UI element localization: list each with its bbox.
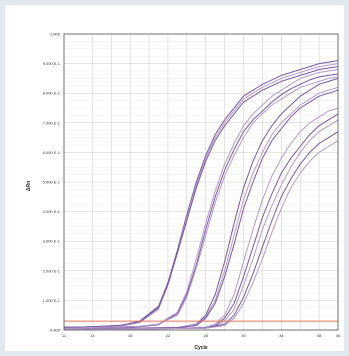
amplification-plot: 11 14 18 22 26 30 34 38 40 0.000 1.000 E-1 2.000 E… [26,32,341,352]
x-tick-label: 34 [279,333,284,338]
x-tick-label: 11 [62,333,67,338]
x-tick-label: 14 [90,333,95,338]
x-tick-label: 30 [241,333,246,338]
x-tick-labels: 11 14 18 22 26 30 34 38 40 [62,333,341,338]
y-tick-label: 5.000 E-1 [43,180,61,185]
x-tick-label: 18 [128,333,133,338]
y-tick-label: 4.000 E-1 [43,209,61,214]
y-tick-label: 9.000 E-1 [43,61,61,66]
y-axis-title: ΔRn [26,181,32,191]
y-tick-labels: 0.000 1.000 E-1 2.000 E-1 3.000 E-1 4.000 E-… [43,32,61,333]
amplification-curve [63,66,339,329]
chart-panel: 11 14 18 22 26 30 34 38 40 0.000 1.000 E-1 2.000 E… [5,5,344,351]
y-tick-label: 8.000 E-1 [43,91,61,96]
y-tick-label: 7.000 E-1 [43,120,61,125]
y-tick-label: 0.000 [50,328,61,333]
y-tick-label: 3.000 E-1 [43,239,61,244]
y-tick-label: 6.000 E-1 [43,150,61,155]
x-tick-label: 22 [166,333,171,338]
amplification-curve [63,89,339,330]
amplification-curve [63,73,339,330]
x-tick-label: 38 [317,333,322,338]
y-tick-label: 1.000 E-1 [43,298,61,303]
x-tick-label: 26 [203,333,208,338]
y-gridlines [64,33,338,331]
y-tick-label: 1.000 [50,32,61,37]
amplification-curve [63,76,339,329]
amplification-curve [64,140,339,330]
amplification-curve [63,63,339,329]
plot-border [63,33,339,331]
series-layer [63,60,339,330]
y-tick-label: 2.000 E-1 [43,268,61,273]
x-tick-label: 40 [336,333,341,338]
x-axis-title: Cycle [194,345,208,351]
